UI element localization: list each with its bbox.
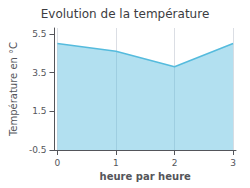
svg-text:3: 3 <box>230 158 236 168</box>
svg-text:heure par heure: heure par heure <box>100 171 191 182</box>
svg-text:Température en °C: Température en °C <box>8 42 19 137</box>
svg-text:1.5: 1.5 <box>32 106 46 116</box>
svg-text:5.5: 5.5 <box>32 29 46 39</box>
svg-text:2: 2 <box>172 158 178 168</box>
svg-text:3.5: 3.5 <box>32 68 46 78</box>
svg-text:1: 1 <box>113 158 119 168</box>
svg-text:0: 0 <box>55 158 61 168</box>
svg-text:-0.5: -0.5 <box>29 145 47 155</box>
svg-text:Evolution de la température: Evolution de la température <box>41 7 210 21</box>
